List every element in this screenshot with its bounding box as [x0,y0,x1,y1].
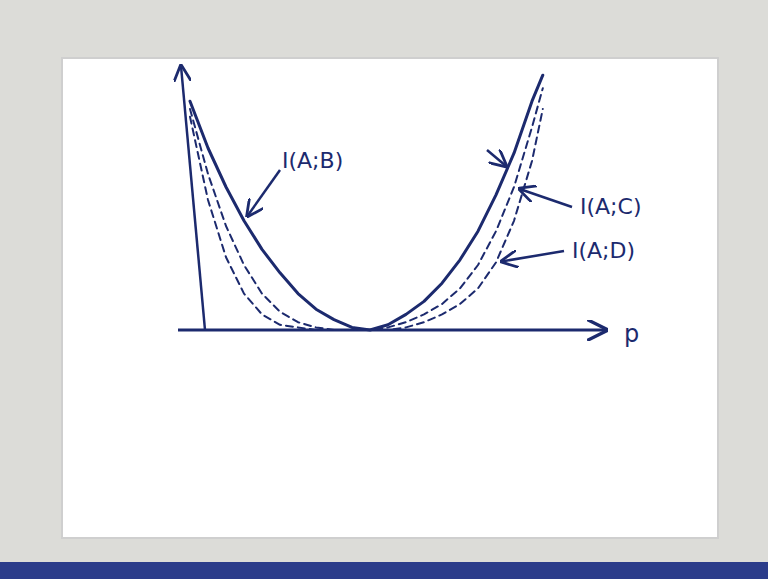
pointer-arrow [487,150,506,166]
curve-label: I(A;C) [580,194,641,219]
curve [190,88,543,330]
chart: p I(A;B) I(A;C) I(A;D) [0,0,768,579]
page: p I(A;B) I(A;C) I(A;D) [0,0,768,579]
curve-label: I(A;D) [572,238,635,263]
annotation-arrow [520,189,572,207]
curve [190,75,543,330]
annotation-arrow [247,170,280,216]
x-axis-label: p [624,320,639,348]
curve [190,109,543,330]
curve-label: I(A;B) [282,148,343,173]
plot-area [190,75,543,330]
annotation-arrow [502,251,564,261]
bottom-band [0,562,768,579]
paper [62,58,718,538]
background [0,0,768,579]
x-axis [178,329,606,332]
